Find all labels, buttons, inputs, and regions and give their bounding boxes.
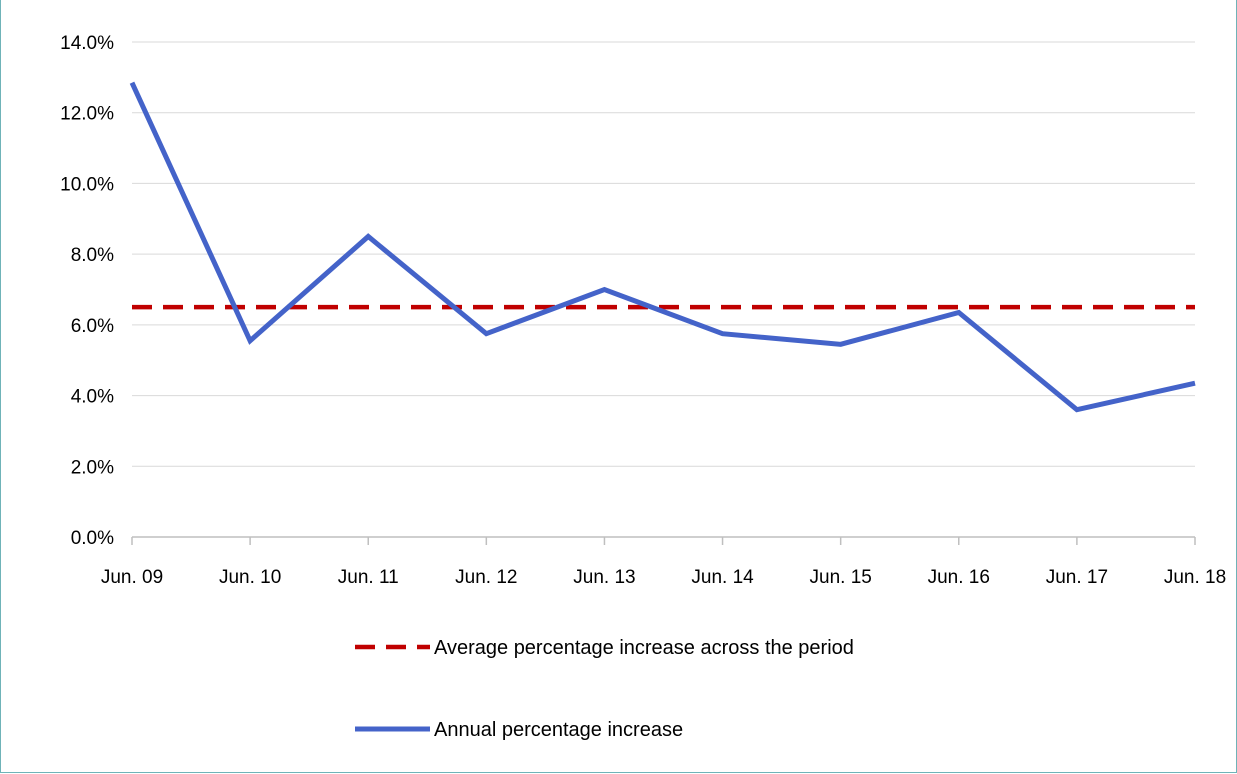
x-tick-label: Jun. 11 [338, 567, 399, 588]
x-tick-label: Jun. 12 [455, 567, 517, 588]
y-tick-label: 0.0% [71, 528, 114, 549]
annual-increase-line [129, 81, 1196, 413]
y-axis-ticks: 0.0% 2.0% 4.0% 6.0% 8.0% 10.0% 12.0% 14.0% [60, 33, 114, 549]
y-tick-label: 14.0% [60, 33, 114, 54]
x-tick-label: Jun. 13 [573, 567, 635, 588]
gridlines [132, 41, 1195, 467]
x-tick-label: Jun. 17 [1046, 567, 1108, 588]
y-tick-label: 10.0% [60, 174, 114, 195]
legend-label: Annual percentage increase [434, 719, 683, 741]
y-tick-label: 4.0% [71, 387, 114, 408]
y-tick-label: 8.0% [71, 245, 114, 266]
x-tick-label: Jun. 10 [219, 567, 281, 588]
x-tick-label: Jun. 15 [810, 567, 872, 588]
y-tick-label: 2.0% [71, 457, 114, 478]
x-tick-label: Jun. 16 [928, 567, 990, 588]
legend-label: Average percentage increase across the p… [434, 637, 854, 659]
x-tick-label: Jun. 14 [691, 567, 754, 588]
x-tick-label: Jun. 18 [1164, 567, 1226, 588]
series-lines [129, 81, 1196, 413]
legend: Average percentage increase across the p… [355, 637, 854, 741]
y-tick-label: 12.0% [60, 104, 114, 125]
x-tick-label: Jun. 09 [101, 567, 163, 588]
x-axis: Jun. 09 Jun. 10 Jun. 11 Jun. 12 Jun. 13 Jun. … [101, 536, 1226, 588]
y-tick-label: 6.0% [71, 316, 114, 337]
